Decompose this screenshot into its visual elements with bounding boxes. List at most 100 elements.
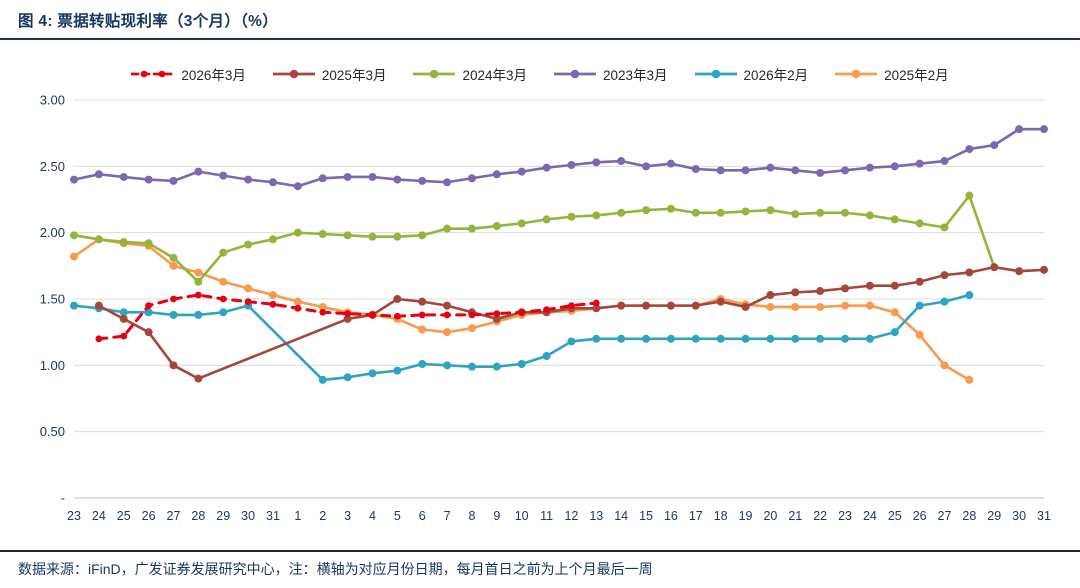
- data-point-marker: [194, 310, 203, 319]
- data-point-marker: [418, 360, 427, 369]
- x-axis-tick-label: 29: [216, 509, 230, 523]
- data-point-marker: [318, 375, 327, 384]
- x-axis-tick-label: 27: [938, 509, 952, 523]
- x-axis-tick-label: 11: [540, 509, 553, 523]
- data-point-marker: [990, 141, 999, 150]
- data-point-marker: [119, 237, 128, 246]
- data-point-marker: [1015, 267, 1024, 276]
- data-point-marker: [70, 175, 78, 184]
- data-point-marker: [841, 208, 850, 217]
- x-axis-tick-label: 16: [664, 509, 678, 523]
- data-point-marker: [443, 311, 451, 319]
- data-point-marker: [642, 162, 651, 171]
- data-point-marker: [368, 172, 377, 181]
- data-point-marker: [865, 281, 874, 290]
- data-point-marker: [343, 373, 352, 382]
- plot-area: 3.00 2.50 2.00 1.50 1.00 0.50-23 24 25 26 27 28 29 3…: [12, 86, 1068, 539]
- legend-item: 2023年3月: [553, 64, 668, 84]
- data-point-marker: [691, 164, 700, 173]
- data-point-marker: [865, 334, 874, 343]
- data-point-marker: [144, 328, 153, 337]
- x-axis-tick-label: 13: [589, 509, 603, 523]
- x-axis-tick-label: 26: [142, 509, 156, 523]
- x-axis-tick-label: 14: [614, 509, 628, 523]
- data-point-marker: [617, 157, 626, 166]
- x-axis-tick-label: 3: [344, 509, 351, 523]
- chart-footer: 数据来源：iFinD，广发证券发展研究中心，注：横轴为对应月份日期，每月首日之前…: [0, 550, 1080, 588]
- data-point-marker: [418, 231, 427, 240]
- data-point-marker: [940, 361, 949, 370]
- data-point-marker: [244, 175, 253, 184]
- data-point-marker: [95, 335, 103, 343]
- data-point-marker: [716, 166, 725, 175]
- data-point-marker: [418, 311, 426, 319]
- legend-swatch-icon: [413, 69, 456, 79]
- x-axis-tick-label: 19: [739, 509, 753, 523]
- data-point-marker: [791, 288, 800, 297]
- x-axis-tick-label: 9: [493, 509, 500, 523]
- data-point-marker: [865, 163, 874, 172]
- data-point-marker: [890, 162, 899, 171]
- data-point-marker: [542, 163, 551, 172]
- data-point-marker: [268, 291, 277, 300]
- x-axis-tick-label: 30: [241, 509, 255, 523]
- data-point-marker: [219, 295, 227, 303]
- data-point-marker: [592, 299, 600, 307]
- x-axis-tick-label: 20: [763, 509, 777, 523]
- data-point-marker: [94, 170, 103, 179]
- x-axis-tick-label: 17: [689, 509, 703, 523]
- series-line-2026年3月: [97, 293, 598, 341]
- data-point-marker: [144, 175, 153, 184]
- legend-swatch-icon: [835, 69, 878, 79]
- data-point-marker: [915, 219, 924, 228]
- data-point-marker: [666, 334, 675, 343]
- data-point-marker: [120, 332, 128, 340]
- legend-label: 2026年2月: [743, 68, 809, 83]
- data-point-marker: [244, 240, 253, 249]
- y-axis-tick-label: 0.50: [40, 424, 65, 439]
- data-point-marker: [393, 312, 401, 320]
- x-axis-tick-label: 7: [444, 509, 451, 523]
- data-point-marker: [319, 308, 327, 316]
- data-source-note: 数据来源：iFinD，广发证券发展研究中心，注：横轴为对应月份日期，每月首日之前…: [18, 561, 653, 577]
- data-point-marker: [617, 334, 626, 343]
- data-point-marker: [766, 291, 775, 300]
- data-point-marker: [567, 337, 576, 346]
- legend-item: 2025年3月: [272, 64, 386, 84]
- x-axis-tick-label: 22: [813, 509, 827, 523]
- data-point-marker: [965, 291, 974, 300]
- x-axis-tick-label: 6: [419, 509, 426, 523]
- data-point-marker: [741, 207, 750, 216]
- data-point-marker: [965, 375, 974, 384]
- data-point-marker: [119, 314, 128, 323]
- data-point-marker: [194, 268, 203, 277]
- data-point-marker: [493, 310, 501, 317]
- data-point-marker: [318, 229, 327, 238]
- data-point-marker: [592, 211, 601, 220]
- data-point-marker: [393, 295, 402, 303]
- data-point-marker: [766, 206, 775, 215]
- data-point-marker: [418, 297, 427, 306]
- x-axis-tick-label: 1: [294, 509, 301, 523]
- line-chart-svg: 3.002.502.001.501.000.50-23 24 25 26 27 28 29 3…: [40, 93, 1051, 524]
- data-point-marker: [940, 157, 949, 166]
- data-point-marker: [269, 300, 277, 308]
- data-point-marker: [568, 302, 575, 310]
- x-axis-tick-label: 2: [319, 509, 326, 523]
- data-point-marker: [443, 361, 452, 370]
- data-point-marker: [816, 334, 825, 343]
- x-axis-tick-label: 12: [564, 509, 578, 523]
- x-axis-tick-label: 26: [913, 509, 927, 523]
- x-axis-tick-label: 25: [117, 509, 131, 523]
- data-point-marker: [592, 158, 601, 167]
- data-point-marker: [70, 301, 78, 310]
- y-axis-tick-label: 1.00: [40, 358, 65, 373]
- data-point-marker: [816, 287, 825, 296]
- data-point-marker: [691, 334, 700, 343]
- data-point-marker: [766, 302, 775, 311]
- legend-item: 2026年2月: [694, 64, 809, 84]
- data-point-marker: [492, 222, 501, 231]
- legend-label: 2026年3月: [181, 68, 246, 83]
- data-point-marker: [418, 325, 427, 334]
- data-point-marker: [492, 362, 501, 371]
